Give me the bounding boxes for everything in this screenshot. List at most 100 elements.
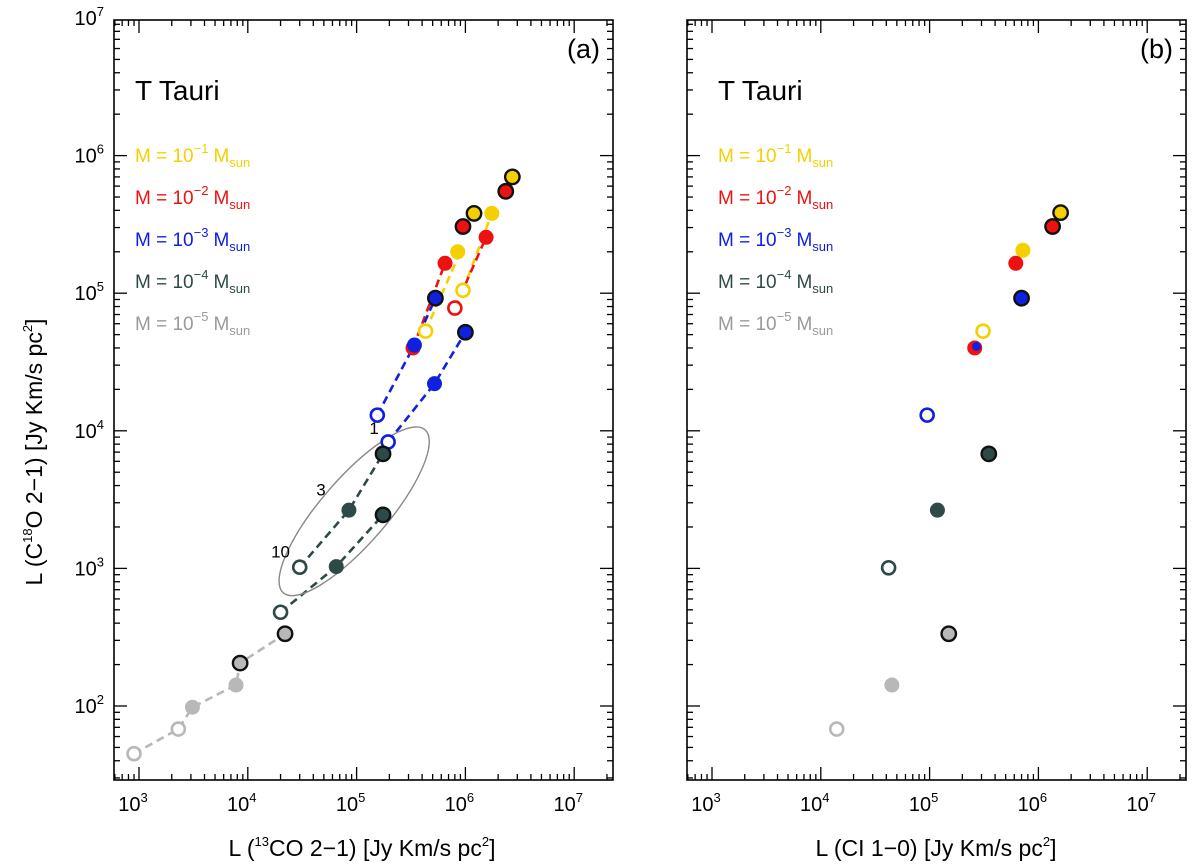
panel-a-x-tick-labels: 103 104 105 106 107: [118, 790, 583, 816]
panel-b-xlabel-tail: 0) [Jy Km/s pc: [897, 835, 1043, 861]
legend-unit: M: [213, 272, 229, 293]
y-tick-label-base: 10: [75, 8, 97, 30]
x-tick-label-base: 10: [691, 794, 713, 816]
data-point: [450, 244, 466, 260]
y-tick-label: 103: [75, 554, 104, 580]
y-tick-label-exp: 6: [97, 142, 104, 157]
data-point: [980, 445, 998, 463]
legend-unit: M: [213, 188, 229, 209]
legend-entry: M = 10−5 Msun: [135, 309, 250, 338]
legend-unit-sub: sun: [812, 323, 833, 338]
panel-a-points: [126, 168, 521, 762]
y-axis-label-part1: L (C: [21, 543, 47, 586]
y-tick-label-exp: 4: [97, 417, 104, 432]
y-tick-label-exp: 7: [97, 4, 104, 19]
panel-a-xlabel-pre: L (: [229, 835, 255, 861]
legend-prefix: M = 10: [718, 230, 777, 251]
panel-a-frame: [113, 19, 614, 781]
legend-unit: M: [796, 188, 812, 209]
panel-b-points: [828, 204, 1070, 737]
dashed-line: [387, 331, 467, 443]
data-point: [170, 721, 187, 737]
data-point: [276, 625, 294, 643]
data-point: [1013, 289, 1030, 307]
panel-a-xlabel-sup2: 2: [482, 834, 489, 849]
legend-entry: M = 10−1 Msun: [718, 141, 833, 170]
legend-prefix: M = 10: [718, 314, 777, 335]
y-axis-label-part4: ]: [21, 319, 47, 325]
y-axis-label-sup: 18: [20, 528, 35, 542]
x-tick-label-exp: 3: [714, 790, 721, 805]
data-point: [427, 376, 443, 392]
legend-unit: M: [213, 230, 229, 251]
data-point: [972, 341, 982, 351]
panel-a-xlabel-sup: 13: [255, 834, 269, 849]
data-point: [880, 560, 897, 576]
x-tick-label-exp: 4: [249, 790, 256, 805]
annotation-label: 10: [271, 543, 290, 562]
data-point: [341, 502, 357, 518]
data-point: [975, 323, 991, 339]
y-tick-label: 105: [75, 279, 104, 305]
x-tick-label-base: 10: [1018, 794, 1040, 816]
panel-b-xlabel-sup2: 2: [1043, 834, 1050, 849]
panel-a-annotations: 1 3 10: [271, 419, 379, 562]
legend-exp: −3: [777, 225, 792, 240]
y-tick-label: 106: [75, 142, 104, 168]
legend-prefix: M = 10: [135, 146, 194, 167]
data-point: [929, 502, 945, 518]
x-tick-label-base: 10: [336, 794, 358, 816]
data-point: [1052, 204, 1070, 222]
x-tick-label: 103: [118, 790, 147, 816]
panel-b-tag: (b): [1140, 34, 1173, 64]
y-axis-label-part3: 1) [Jy Km/s pc: [21, 332, 47, 478]
data-point: [374, 445, 392, 463]
legend-prefix: M = 10: [135, 230, 194, 251]
legend-exp: −5: [777, 309, 792, 324]
data-point: [828, 721, 845, 737]
data-point: [369, 407, 386, 423]
data-point: [291, 559, 308, 576]
x-tick-label-base: 10: [909, 794, 931, 816]
panel-b-xlabel-pre: L (CI 1: [816, 835, 884, 861]
annotation-label: 3: [316, 480, 325, 499]
legend-unit: M: [796, 314, 812, 335]
x-tick-label: 106: [445, 790, 474, 816]
panel-a-xlabel-dash: −: [323, 835, 336, 861]
y-tick-label-base: 10: [75, 558, 97, 580]
legend-exp: −5: [194, 309, 209, 324]
x-tick-label-exp: 6: [467, 790, 474, 805]
y-axis-label-dash: −: [21, 478, 47, 491]
legend-entry: M = 10−5 Msun: [718, 309, 833, 338]
panel-b-frame: [686, 19, 1187, 781]
panel-a-xlabel-tail: 1) [Jy Km/s pc: [336, 835, 482, 861]
x-tick-label: 107: [553, 790, 582, 816]
data-point: [1008, 255, 1024, 271]
legend-unit-sub: sun: [229, 197, 250, 212]
legend-entry: M = 10−4 Msun: [718, 267, 833, 296]
panel-a-xlabel-post: CO 2: [269, 835, 323, 861]
data-point: [478, 229, 494, 245]
y-tick-label-exp: 2: [97, 692, 104, 707]
y-tick-label: 104: [75, 417, 104, 443]
x-tick-label-exp: 4: [822, 790, 829, 805]
legend-exp: −4: [777, 267, 792, 282]
x-tick-label-exp: 5: [358, 790, 365, 805]
legend-unit: M: [213, 146, 229, 167]
data-point: [374, 506, 392, 524]
data-point: [1015, 242, 1031, 258]
y-tick-label: 102: [75, 692, 104, 718]
panel-b-xlabel-dash: −: [884, 835, 897, 861]
legend-unit-sub: sun: [812, 281, 833, 296]
legend-entry: M = 10−4 Msun: [135, 267, 250, 296]
x-tick-label: 106: [1018, 790, 1047, 816]
legend-unit-sub: sun: [812, 239, 833, 254]
panel-a-x-axis-label: L (13CO 2−1) [Jy Km/s pc2]: [229, 834, 496, 861]
x-tick-label-exp: 7: [576, 790, 583, 805]
panel-b-title: T Tauri: [718, 75, 803, 106]
x-tick-label: 105: [909, 790, 938, 816]
data-point: [884, 677, 900, 693]
